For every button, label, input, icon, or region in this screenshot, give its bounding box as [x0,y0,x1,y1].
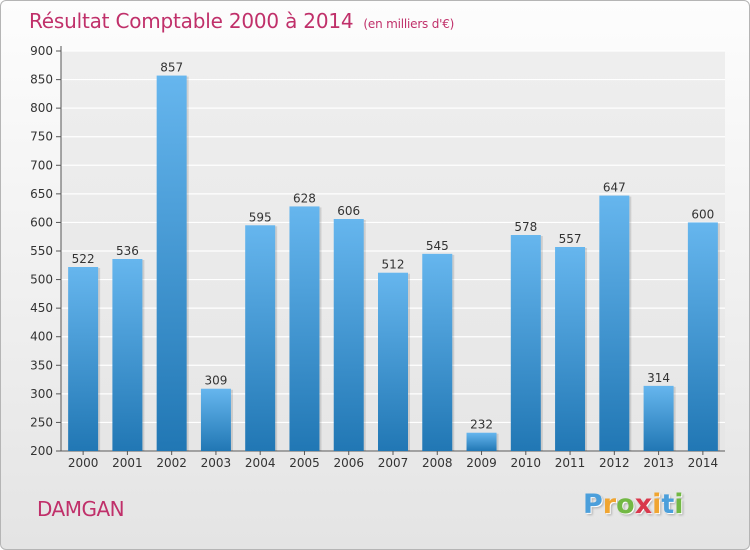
bar-2005[interactable] [289,206,320,451]
y-tick-label: 650 [30,187,53,201]
x-tick-label: 2005 [289,456,320,470]
logo-letter: P [583,489,603,520]
value-label: 578 [514,220,537,234]
bar-2007[interactable] [378,272,408,451]
bar-2014[interactable] [687,222,718,451]
bar-2004[interactable] [245,225,276,451]
value-label: 628 [293,191,316,205]
y-tick-label: 200 [30,444,53,458]
logo-letter: i [674,489,684,520]
bar-2010[interactable] [510,235,541,451]
place-name: DAMGAN [37,497,125,521]
x-tick-label: 2009 [466,456,497,470]
x-tick-label: 2013 [643,456,674,470]
bar-2009[interactable] [466,432,497,451]
value-label: 606 [337,204,360,218]
x-tick-label: 2014 [688,456,719,470]
bar-2000[interactable] [68,267,99,451]
y-tick-label: 850 [30,73,53,87]
title-text: Résultat Comptable 2000 à 2014 [29,9,354,33]
y-tick-label: 500 [30,273,53,287]
y-tick-label: 300 [30,387,53,401]
logo-letter: o [616,489,635,520]
value-label: 545 [426,239,449,253]
bar-2002[interactable] [156,75,187,452]
y-tick-label: 550 [30,244,53,258]
y-tick-label: 700 [30,158,53,172]
bar-2003[interactable] [200,388,231,451]
value-label: 600 [691,207,714,221]
y-tick-label: 350 [30,358,53,372]
value-label: 536 [116,244,139,258]
y-tick-label: 250 [30,415,53,429]
value-label: 309 [204,374,227,388]
logo-letter: t [661,489,675,520]
value-label: 595 [249,210,272,224]
x-tick-label: 2004 [245,456,276,470]
x-tick-label: 2002 [156,456,187,470]
y-tick-label: 750 [30,130,53,144]
logo-letter: r [602,489,617,520]
logo-letter: i [652,489,662,520]
logo-letter: x [634,489,653,520]
x-tick-label: 2003 [201,456,232,470]
value-label: 557 [559,232,582,246]
x-tick-label: 2010 [511,456,542,470]
value-label: 232 [470,418,493,432]
y-tick-label: 450 [30,301,53,315]
value-label: 857 [160,61,183,75]
x-tick-label: 2012 [599,456,630,470]
x-tick-label: 2000 [68,456,99,470]
bar-2001[interactable] [112,259,143,451]
value-label: 647 [603,181,626,195]
x-tick-label: 2008 [422,456,453,470]
x-tick-label: 2006 [333,456,364,470]
value-label: 512 [382,258,405,272]
y-tick-label: 800 [30,101,53,115]
x-tick-label: 2007 [378,456,409,470]
bar-2011[interactable] [555,247,586,451]
bar-2008[interactable] [422,253,453,451]
y-tick-label: 900 [30,44,53,58]
chart-title: Résultat Comptable 2000 à 2014 (en millie… [29,9,454,33]
bar-2013[interactable] [643,385,674,451]
value-label: 314 [647,371,670,385]
x-tick-label: 2001 [112,456,143,470]
bar-2012[interactable] [599,195,630,451]
value-label: 522 [72,252,95,266]
proxiti-logo[interactable]: Proxiti [583,489,684,520]
x-tick-label: 2011 [555,456,586,470]
chart-subtitle: (en milliers d'€) [363,17,455,31]
bar-2006[interactable] [333,219,364,451]
y-tick-label: 600 [30,215,53,229]
y-tick-label: 400 [30,330,53,344]
